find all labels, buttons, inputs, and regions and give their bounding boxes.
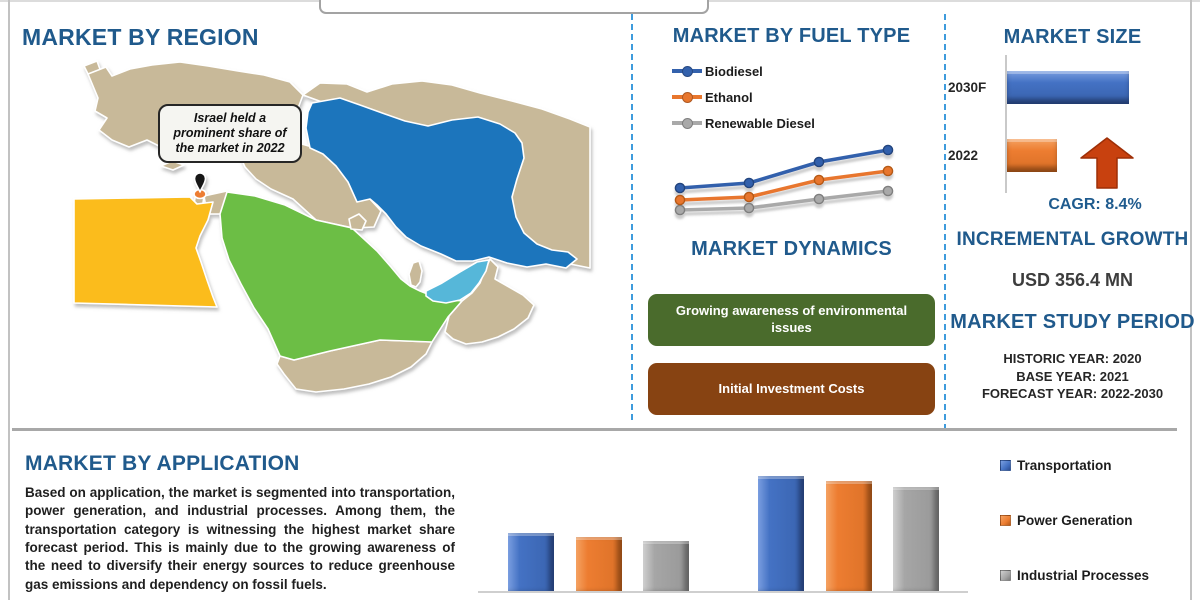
page-right-border (1190, 0, 1192, 600)
fuel-section-title: MARKET BY FUEL TYPE (672, 25, 911, 47)
legend-item-transportation: Transportation (1000, 458, 1112, 473)
cropped-banner-box (319, 0, 709, 14)
vertical-dashed-divider-right (944, 14, 946, 430)
bar-power-generation-group2 (825, 481, 872, 591)
study-period-lines: HISTORIC YEAR: 2020 BASE YEAR: 2021 FORE… (950, 350, 1195, 403)
map-country-uae (425, 259, 490, 304)
legend-label: Ethanol (705, 89, 753, 105)
market-size-axis (1005, 55, 1007, 193)
bar-transportation-group2 (758, 476, 804, 591)
map-country-kuwait (348, 213, 367, 231)
legend-label: Power Generation (1017, 513, 1133, 528)
legend-item-biodiesel: Biodiesel (672, 58, 815, 84)
bar-2022 (1007, 139, 1058, 172)
legend-label: Biodiesel (705, 63, 763, 79)
map-country-qatar (408, 260, 423, 288)
application-paragraph: Based on application, the market is segm… (25, 485, 455, 592)
legend-item-power-generation: Power Generation (1000, 513, 1133, 528)
cagr-value: CAGR: 8.4% (1048, 196, 1142, 213)
bar-industrial-processes-group1 (643, 541, 689, 591)
region-section-title: MARKET BY REGION (22, 24, 259, 50)
bar-2030f (1007, 71, 1129, 104)
market-size-title: MARKET SIZE (1003, 26, 1142, 48)
israel-marker-pin (193, 172, 207, 193)
fuel-chart-legend: Biodiesel Ethanol Renewable Diesel (672, 58, 815, 136)
fuel-type-line-chart (674, 144, 894, 216)
application-section-title: MARKET BY APPLICATION (25, 452, 300, 475)
ethanol-line-marker-icon (672, 92, 702, 104)
industrial-processes-swatch-icon (1000, 570, 1011, 581)
bar-transportation-group1 (508, 533, 554, 591)
incremental-growth-value: USD 356.4 MN (1011, 270, 1134, 290)
bar-industrial-processes-group2 (893, 487, 939, 591)
vertical-dashed-divider-left (631, 14, 633, 420)
power-generation-swatch-icon (1000, 515, 1011, 526)
growth-arrow-icon (1080, 137, 1134, 189)
incremental-growth-title: INCREMENTAL GROWTH (956, 229, 1189, 250)
legend-label: Renewable Diesel (705, 115, 815, 131)
base-year: BASE YEAR: 2021 (1016, 368, 1129, 384)
legend-item-industrial-processes: Industrial Processes (1000, 568, 1149, 583)
legend-label: Industrial Processes (1017, 568, 1150, 583)
historic-year: HISTORIC YEAR: 2020 (1003, 351, 1142, 366)
legend-label: Transportation (1017, 458, 1112, 473)
dynamics-section-title: MARKET DYNAMICS (691, 238, 892, 260)
driver-box-initial-investment-costs: Initial Investment Costs (648, 363, 935, 415)
horizontal-divider (12, 428, 1177, 431)
bar-power-generation-group1 (575, 537, 622, 591)
map-country-saudi-arabia (219, 191, 463, 361)
forecast-year: FORECAST YEAR: 2022-2030 (981, 386, 1164, 401)
israel-callout: Israel held a prominent share of the mar… (158, 104, 302, 163)
legend-item-renewable-diesel: Renewable Diesel (672, 110, 815, 136)
transportation-swatch-icon (1000, 460, 1011, 471)
renewable-diesel-line-marker-icon (672, 118, 702, 130)
page-left-border (8, 0, 10, 600)
study-period-title: MARKET STUDY PERIOD (950, 311, 1195, 333)
biodiesel-line-marker-icon (672, 66, 702, 78)
bar-label-2022: 2022 (948, 148, 979, 163)
bar-label-2030f: 2030F (948, 80, 987, 95)
driver-box-environmental-awareness: Growing awareness of environmental issue… (648, 294, 935, 346)
middle-east-map (73, 60, 591, 393)
map-country-iran (305, 97, 578, 269)
map-country-egypt (73, 196, 218, 308)
application-chart-baseline (478, 591, 968, 593)
legend-item-ethanol: Ethanol (672, 84, 815, 110)
